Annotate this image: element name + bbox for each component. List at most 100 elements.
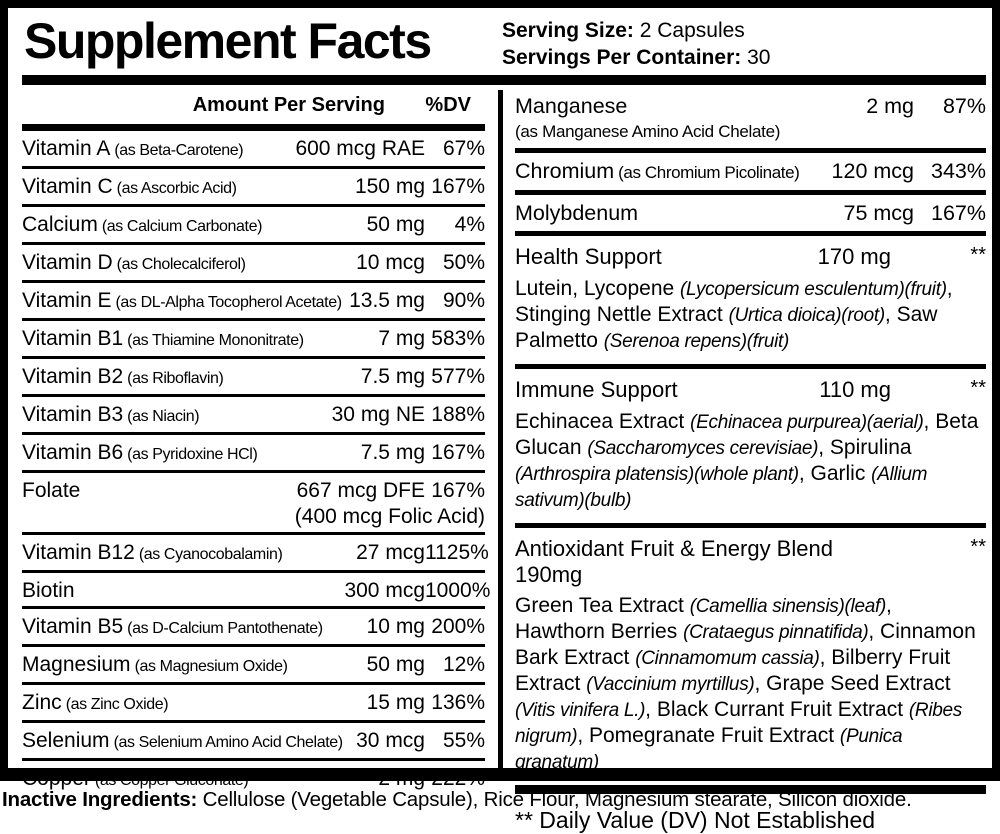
nutrient-row: Copper (as Copper Gluconate) 2 mg 222% [22, 761, 485, 796]
nutrient-dv: 583% [431, 327, 485, 350]
nutrient-amount: 50 mg [366, 653, 425, 676]
nutrient-amount: 15 mg [366, 691, 425, 714]
nutrient-name: Folate [22, 479, 81, 502]
blend-dv: ** [970, 536, 986, 558]
blend-ingredients: Lutein, Lycopene (Lycopersicum esculentu… [515, 277, 953, 352]
nutrient-dv: 167% [431, 479, 485, 502]
nutrient-row: Vitamin C (as Ascorbic Acid) 150 mg 167% [22, 169, 485, 207]
dv-header: %DV [425, 94, 471, 116]
nutrient-name: Vitamin E [22, 289, 112, 312]
mineral-name: Molybdenum [515, 201, 639, 225]
nutrient-row: Vitamin D (as Cholecalciferol) 10 mcg 50… [22, 245, 485, 283]
mineral-row: Chromium (as Chromium Picolinate) 120 mc… [515, 153, 986, 195]
mineral-row-main: Chromium (as Chromium Picolinate) 120 mc… [515, 158, 986, 186]
serving-size-line: Serving Size: 2 Capsules [502, 17, 770, 44]
nutrient-row: Biotin 300 mcg 1000% [22, 573, 491, 609]
nutrient-dv: 188% [431, 403, 485, 426]
nutrient-amount: 7.5 mg [360, 441, 425, 464]
mineral-dv: 167% [931, 201, 986, 225]
nutrient-amount: 667 mcg DFE [296, 479, 425, 502]
mineral-amount: 120 mcg [831, 159, 914, 183]
blend-amount: 110 mg [819, 377, 891, 402]
blend-section: Health Support 170 mg ** Lutein, Lycopen… [515, 236, 986, 369]
nutrient-dv: 167% [431, 175, 485, 198]
nutrient-amount: 30 mg NE [331, 403, 425, 426]
nutrient-row: Vitamin E (as DL-Alpha Tocopherol Acetat… [22, 283, 485, 321]
nutrient-row: Vitamin B12 (as Cyanocobalamin) 27 mcg 1… [22, 535, 489, 573]
nutrient-row: Vitamin B2 (as Riboflavin) 7.5 mg 577% [22, 359, 485, 397]
serving-size-value: 2 Capsules [639, 19, 745, 42]
nutrient-row: Magnesium (as Magnesium Oxide) 50 mg 12% [22, 647, 485, 685]
nutrient-amount: 10 mcg [356, 251, 425, 274]
mineral-dv: 87% [942, 94, 986, 118]
nutrient-name: Vitamin B5 [22, 615, 124, 638]
nutrient-row: Selenium (as Selenium Amino Acid Chelate… [22, 723, 485, 761]
nutrient-amount: 2 mg [378, 767, 425, 790]
nutrient-dv: 167% [431, 441, 485, 464]
mineral-row-main: Manganese 2 mg 87% [515, 93, 986, 120]
nutrient-amount-note: (400 mcg Folic Acid) [294, 505, 485, 528]
header-divider-bar [22, 75, 986, 85]
nutrient-amount: 13.5 mg [349, 289, 425, 312]
nutrient-name: Vitamin B2 [22, 365, 124, 388]
nutrient-name: Vitamin B1 [22, 327, 124, 350]
nutrient-qualifier: (as Calcium Carbonate) [101, 218, 263, 235]
nutrient-qualifier: (as Riboflavin) [127, 370, 224, 387]
nutrient-amount: 7.5 mg [360, 365, 425, 388]
right-column: Manganese 2 mg 87% (as Manganese Amino A… [515, 85, 986, 833]
mineral-qualifier: (as Chromium Picolinate) [618, 163, 800, 182]
footnote-divider-bar [515, 785, 986, 794]
page-title: Supplement Facts [24, 13, 432, 69]
nutrient-name: Zinc [22, 691, 62, 714]
nutrient-row: Calcium (as Calcium Carbonate) 50 mg 4% [22, 207, 485, 245]
nutrient-name: Magnesium [22, 653, 131, 676]
nutrient-row: Vitamin A (as Beta-Carotene) 600 mcg RAE… [22, 131, 485, 169]
nutrient-qualifier: (as Niacin) [127, 408, 200, 425]
left-table-header-bar [22, 124, 485, 131]
blend-sections: Health Support 170 mg ** Lutein, Lycopen… [515, 236, 986, 785]
nutrient-amount: 7 mg [378, 327, 425, 350]
blend-amount: 170 mg [817, 244, 891, 269]
nutrient-dv: 136% [431, 691, 485, 714]
panel-columns: Amount Per Serving %DV Vitamin A (as Bet… [22, 85, 986, 833]
nutrient-name: Vitamin B3 [22, 403, 124, 426]
nutrient-row: Vitamin B1 (as Thiamine Mononitrate) 7 m… [22, 321, 485, 359]
blend-section: Antioxidant Fruit & Energy Blend 190mg *… [515, 528, 986, 785]
nutrient-dv: 55% [442, 729, 485, 752]
servings-per-container-value: 30 [747, 46, 771, 69]
inactive-ingredients: Inactive Ingredients: Cellulose (Vegetab… [0, 781, 1000, 812]
mineral-row: Manganese 2 mg 87% (as Manganese Amino A… [515, 88, 986, 153]
left-table-header: Amount Per Serving %DV [22, 85, 485, 124]
nutrient-qualifier: (as Magnesium Oxide) [134, 658, 288, 675]
nutrient-dv: 577% [431, 365, 485, 388]
nutrient-qualifier: (as Ascorbic Acid) [116, 180, 237, 197]
blend-dv: ** [970, 244, 986, 266]
column-divider [498, 90, 503, 768]
blend-name: Immune Support [515, 377, 678, 402]
nutrient-qualifier: (as Selenium Amino Acid Chelate) [113, 734, 344, 751]
nutrient-row: Folate 667 mcg DFE 167% (400 mcg Folic A… [22, 473, 485, 535]
nutrient-qualifier: (as Cholecalciferol) [116, 256, 246, 273]
blend-name: Antioxidant Fruit & Energy Blend 190mg [515, 536, 833, 587]
blend-section: Immune Support 110 mg ** Echinacea Extra… [515, 369, 986, 528]
nutrient-amount: 50 mg [366, 213, 425, 236]
blend-header: Immune Support 110 mg ** [515, 377, 986, 404]
servings-per-container-line: Servings Per Container: 30 [502, 44, 770, 71]
inactive-ingredients-text: Cellulose (Vegetable Capsule), Rice Flou… [197, 788, 912, 811]
nutrient-qualifier: (as Cyanocobalamin) [138, 546, 283, 563]
mineral-dv: 343% [931, 159, 986, 183]
nutrient-row: Zinc (as Zinc Oxide) 15 mg 136% [22, 685, 485, 723]
mineral-qualifier-below: (as Manganese Amino Acid Chelate) [515, 122, 781, 141]
nutrient-amount: 600 mcg RAE [295, 137, 425, 160]
blend-header: Health Support 170 mg ** [515, 244, 986, 271]
nutrient-dv: 200% [431, 615, 485, 638]
servings-per-container-label: Servings Per Container: [502, 46, 742, 69]
nutrient-dv: 4% [454, 213, 485, 236]
blend-name: Health Support [515, 244, 662, 269]
nutrient-row: Vitamin B5 (as D-Calcium Pantothenate) 1… [22, 609, 485, 647]
nutrient-name: Vitamin B12 [22, 541, 135, 564]
nutrient-dv: 1000% [425, 579, 491, 602]
blend-dv: ** [970, 377, 986, 399]
nutrient-amount: 10 mg [366, 615, 425, 638]
